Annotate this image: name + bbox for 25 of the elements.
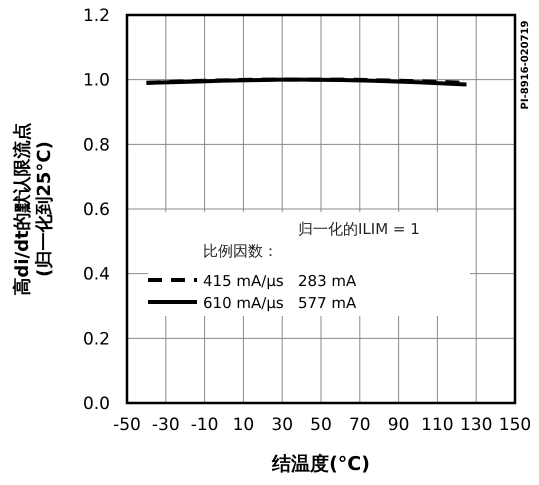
x-tick-label: -30: [152, 415, 180, 435]
y-axis-title: 高di/dt的默认限流点 (归一化到25°C): [12, 122, 55, 296]
x-tick-label: 150: [498, 415, 532, 435]
x-tick-label: -10: [190, 415, 218, 435]
y-tick-label: 0.6: [82, 200, 110, 220]
y-tick-label: 1.2: [82, 6, 110, 26]
x-tick-label: -50: [113, 415, 141, 435]
y-tick-label: 0.8: [82, 135, 110, 156]
y-tick-label: 1.0: [82, 70, 110, 91]
legend-label: 610 mA/μs 577 mA: [203, 294, 357, 312]
text: PI-8916-020719: [520, 20, 531, 110]
y-tick-label: 0.0: [82, 394, 110, 414]
x-tick-label: 70: [348, 415, 371, 435]
x-axis-title: 结温度(°C): [271, 453, 370, 475]
legend-label: 415 mA/μs 283 mA: [203, 272, 357, 290]
x-tick-label: 110: [421, 415, 454, 435]
y-tick-label: 0.2: [82, 329, 110, 350]
x-tick-label: 50: [310, 415, 332, 435]
legend-title: 比例因数：: [203, 242, 278, 260]
annotation: 归一化的ILIM = 1: [298, 220, 420, 238]
x-tick-label: 30: [271, 415, 294, 435]
x-tick-label: 10: [232, 415, 254, 435]
x-tick-label: 130: [460, 415, 492, 435]
x-tick-label: 90: [388, 415, 410, 435]
y-tick-label: 0.4: [82, 264, 110, 285]
